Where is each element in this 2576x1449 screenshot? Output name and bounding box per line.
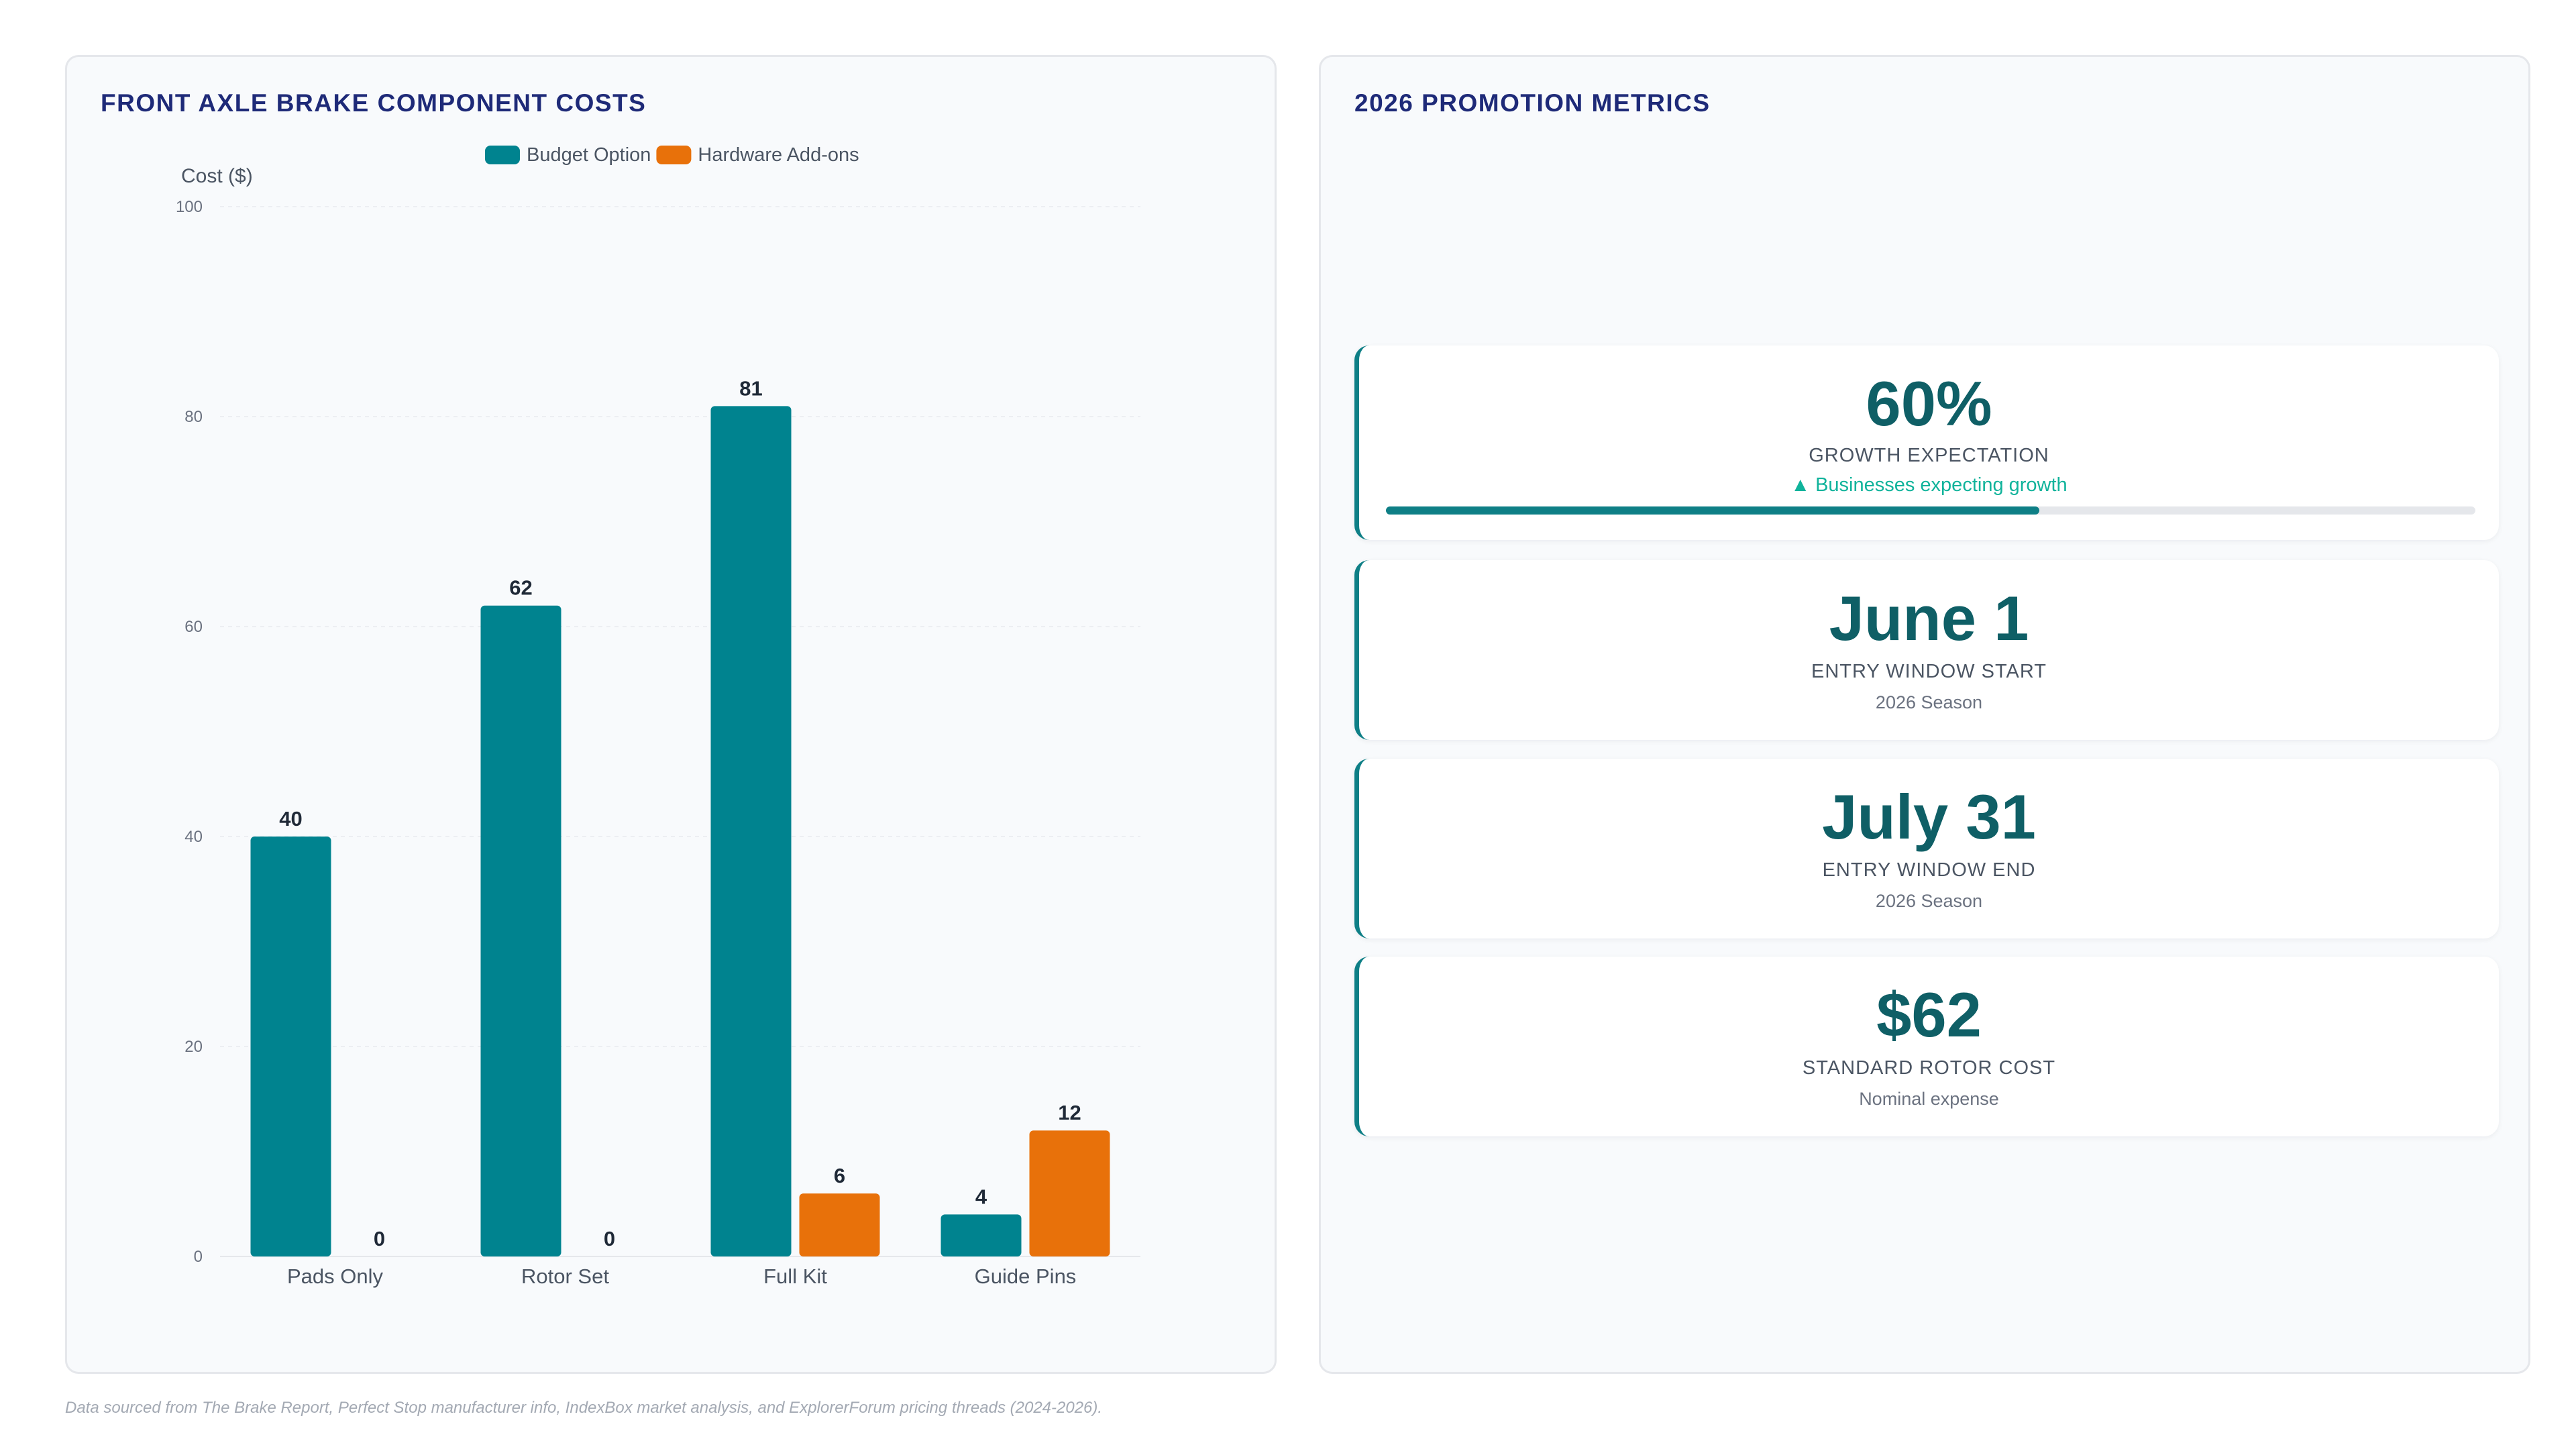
- growth-progress-fill: [1386, 506, 2040, 515]
- standard-rotor-cost-label: STANDARD ROTOR COST: [1802, 1057, 2056, 1079]
- legend-swatch: [656, 146, 692, 164]
- legend-label: Hardware Add-ons: [698, 144, 859, 166]
- bar: [480, 605, 561, 1256]
- x-tick-label: Pads Only: [287, 1265, 384, 1288]
- data-label: 12: [1058, 1101, 1081, 1124]
- entry-window-start-sub: 2026 Season: [1875, 692, 1983, 712]
- growth-progress-bar: [1386, 506, 2475, 515]
- legend-label: Budget Option: [527, 144, 651, 166]
- bar: [710, 406, 792, 1256]
- bar: [1029, 1130, 1110, 1256]
- entry-window-end-label: ENTRY WINDOW END: [1822, 859, 2036, 881]
- growth-expectation-label: GROWTH EXPECTATION: [1809, 445, 2049, 466]
- legend-swatch: [485, 146, 520, 164]
- growth-expectation-card: 60% GROWTH EXPECTATION ▲ Businesses expe…: [1354, 345, 2499, 540]
- entry-window-start-label: ENTRY WINDOW START: [1811, 661, 2047, 682]
- standard-rotor-cost-card: $62 STANDARD ROTOR COST Nominal expense: [1354, 957, 2499, 1136]
- y-tick-label: 80: [184, 408, 203, 426]
- bar: [941, 1214, 1022, 1256]
- y-tick-label: 0: [194, 1248, 203, 1266]
- standard-rotor-cost-value: $62: [1876, 979, 1982, 1050]
- y-tick-label: 60: [184, 618, 203, 636]
- entry-window-end-sub: 2026 Season: [1875, 891, 1983, 911]
- brake-cost-chart-panel: FRONT AXLE BRAKE COMPONENT COSTS 0 20 40 60…: [65, 55, 1277, 1374]
- bar: [799, 1193, 880, 1256]
- y-axis-label: Cost ($): [181, 165, 253, 187]
- y-tick-label: 20: [184, 1038, 203, 1056]
- entry-window-end-card: July 31 ENTRY WINDOW END 2026 Season: [1354, 759, 2499, 938]
- data-label: 81: [739, 376, 762, 400]
- promotion-metrics-panel: 2026 PROMOTION METRICS 60% GROWTH EXPECT…: [1319, 55, 2530, 1374]
- growth-trend-text: ▲ Businesses expecting growth: [1790, 474, 2068, 496]
- data-label: 62: [509, 576, 532, 600]
- bar: [250, 837, 331, 1256]
- entry-window-end-value: July 31: [1822, 782, 2036, 852]
- entry-window-start-card: June 1 ENTRY WINDOW START 2026 Season: [1354, 560, 2499, 740]
- data-label: 0: [604, 1227, 615, 1250]
- data-label: 6: [834, 1164, 845, 1187]
- x-tick-label: Guide Pins: [975, 1265, 1077, 1288]
- metrics-panel-title: 2026 PROMOTION METRICS: [1354, 89, 1711, 117]
- standard-rotor-cost-sub: Nominal expense: [1859, 1089, 1999, 1109]
- chart-panel-title: FRONT AXLE BRAKE COMPONENT COSTS: [101, 89, 647, 117]
- x-tick-label: Rotor Set: [521, 1265, 609, 1288]
- data-label: 4: [975, 1185, 987, 1208]
- data-label: 40: [279, 807, 302, 830]
- entry-window-start-value: June 1: [1829, 583, 2029, 653]
- y-tick-label: 40: [184, 828, 203, 846]
- data-label: 0: [374, 1227, 385, 1250]
- growth-expectation-value: 60%: [1866, 368, 1992, 439]
- data-source-footnote: Data sourced from The Brake Report, Perf…: [65, 1399, 1103, 1417]
- x-tick-label: Full Kit: [763, 1265, 827, 1288]
- y-tick-label: 100: [176, 198, 203, 216]
